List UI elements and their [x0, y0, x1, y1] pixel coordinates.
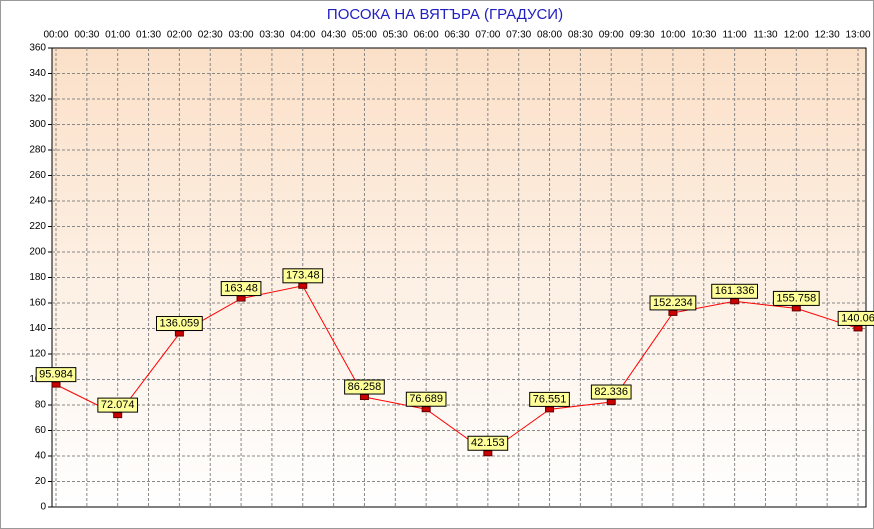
y-tick-label: 0: [40, 502, 46, 513]
x-tick-label: 02:30: [198, 30, 223, 41]
x-tick-label: 09:30: [630, 30, 655, 41]
x-tick-label: 04:00: [290, 30, 315, 41]
x-tick-label: 03:30: [259, 30, 284, 41]
marker: [359, 394, 369, 401]
x-tick-label: 06:30: [444, 30, 469, 41]
x-tick-label: 01:30: [136, 30, 161, 41]
x-tick-label: 07:00: [475, 30, 500, 41]
chart-title: ПОСОКА НА ВЯТЪРА (ГРАДУСИ): [327, 6, 563, 23]
y-tick-label: 200: [29, 247, 46, 258]
y-tick-label: 280: [29, 145, 46, 156]
data-label-box: [35, 367, 77, 383]
data-label-box: [837, 310, 874, 326]
data-label-box: [344, 379, 385, 395]
data-label-box: [97, 397, 139, 413]
y-tick-label: 220: [29, 221, 46, 232]
y-tick-label: 180: [29, 272, 46, 283]
data-label-box: [711, 283, 758, 299]
y-tick-label: 60: [35, 425, 47, 436]
x-tick-label: 00:00: [43, 30, 68, 41]
data-label-box: [156, 316, 203, 332]
x-tick-label: 02:00: [167, 30, 192, 41]
x-tick-label: 03:00: [229, 30, 254, 41]
x-tick-label: 11:30: [753, 30, 778, 41]
x-tick-label: 08:30: [568, 30, 593, 41]
marker: [421, 406, 431, 413]
y-tick-label: 320: [29, 94, 46, 105]
marker: [606, 399, 616, 406]
y-tick-label: 160: [29, 298, 46, 309]
data-label: 42.153: [471, 437, 505, 449]
y-tick-label: 260: [29, 170, 46, 181]
y-tick-label: 40: [35, 451, 47, 462]
x-tick-label: 09:00: [599, 30, 624, 41]
data-label: 72.074: [101, 399, 135, 411]
data-label-box: [220, 281, 262, 297]
y-tick-label: 240: [29, 196, 46, 207]
x-tick-label: 04:30: [321, 30, 346, 41]
data-label: 163.48: [224, 282, 258, 294]
x-tick-label: 12:30: [815, 30, 840, 41]
marker: [483, 450, 493, 457]
y-tick-label: 340: [29, 68, 46, 79]
data-label: 140.06: [841, 312, 874, 324]
x-tick-label: 06:00: [414, 30, 439, 41]
x-tick-label: 10:00: [660, 30, 685, 41]
marker: [853, 325, 863, 332]
data-label: 152.234: [653, 297, 693, 309]
data-label-box: [590, 384, 632, 400]
marker: [730, 298, 740, 305]
x-tick-label: 11:00: [722, 30, 747, 41]
marker: [113, 412, 123, 419]
data-label: 76.689: [409, 393, 443, 405]
data-label-box: [282, 268, 324, 284]
x-tick-label: 10:30: [691, 30, 716, 41]
y-tick-label: 140: [29, 323, 46, 334]
data-label: 76.551: [533, 393, 567, 405]
data-label-box: [649, 295, 697, 311]
marker: [298, 282, 308, 289]
marker: [668, 309, 678, 316]
y-tick-label: 20: [35, 476, 47, 487]
data-label: 161.336: [715, 285, 755, 297]
marker: [791, 305, 801, 312]
x-tick-label: 07:30: [506, 30, 531, 41]
data-label-box: [772, 290, 820, 306]
y-tick-label: 80: [35, 400, 47, 411]
data-label-box: [467, 435, 509, 451]
data-label: 136.059: [160, 317, 200, 329]
y-tick-label: 300: [29, 119, 46, 130]
marker: [174, 330, 184, 337]
x-tick-label: 05:00: [352, 30, 377, 41]
marker: [545, 406, 555, 413]
data-label-box: [529, 391, 570, 407]
x-tick-label: 08:00: [537, 30, 562, 41]
marker: [236, 295, 246, 302]
x-tick-label: 05:30: [383, 30, 408, 41]
x-tick-label: 00:30: [74, 30, 99, 41]
x-tick-label: 01:00: [105, 30, 130, 41]
data-label: 95.984: [39, 369, 73, 381]
marker: [51, 381, 61, 388]
x-tick-label: 13:00: [845, 30, 870, 41]
data-label: 173.48: [286, 270, 320, 282]
y-tick-label: 360: [29, 43, 46, 54]
x-tick-label: 12:00: [784, 30, 809, 41]
y-tick-label: 120: [29, 349, 46, 360]
data-label: 82.336: [594, 386, 628, 398]
data-label: 155.758: [776, 292, 816, 304]
data-label: 86.258: [348, 381, 382, 393]
data-label-box: [405, 391, 447, 407]
